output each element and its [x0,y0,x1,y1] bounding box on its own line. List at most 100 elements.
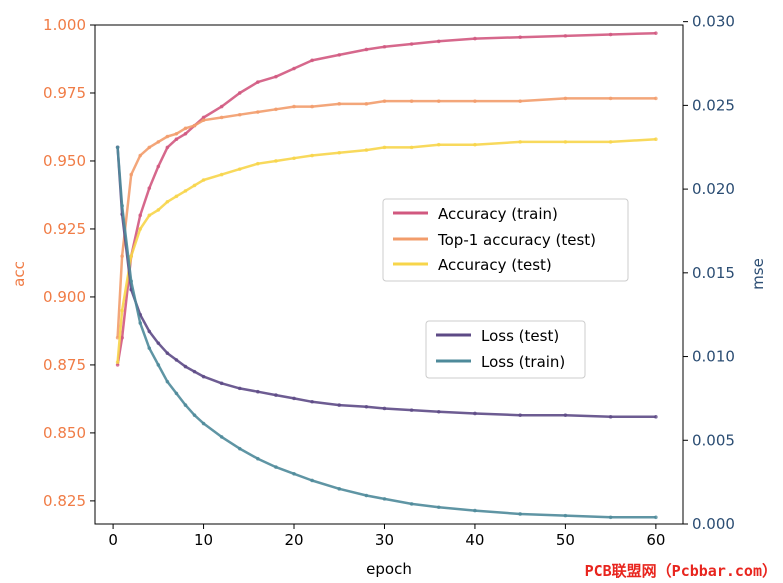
data-point-loss-train [608,515,613,520]
legend-label-loss-test: Loss (test) [481,327,559,345]
data-point-accuracy-train [382,44,387,49]
data-point-accuracy-test [138,227,143,231]
data-point-top-1-accuracy-test [608,96,613,101]
data-point-loss-test [147,329,152,334]
data-point-top-1-accuracy-test [654,96,658,101]
data-point-loss-train [274,465,278,469]
data-point-loss-train [192,413,197,417]
data-point-accuracy-train [201,115,206,120]
x-tick-label: 20 [284,531,303,549]
x-tick-label: 60 [646,531,665,549]
data-point-accuracy-train [436,39,441,44]
legend-upper-box [382,198,629,282]
data-point-loss-train [183,403,188,407]
data-point-loss-train [129,279,133,283]
data-point-loss-test [256,389,260,394]
data-point-loss-train [654,515,658,520]
data-point-top-1-accuracy-test [518,99,522,103]
data-point-accuracy-test [337,151,342,155]
data-point-loss-test [165,351,170,356]
data-point-top-1-accuracy-test [310,104,314,109]
data-point-accuracy-test [237,167,242,171]
data-point-top-1-accuracy-test [138,153,143,158]
legend-label-top1-test: Top-1 accuracy (test) [437,231,596,249]
data-point-accuracy-test [120,308,124,313]
data-point-accuracy-test [156,208,161,212]
y-right-axis-title: mse [749,258,767,290]
data-point-top-1-accuracy-test [337,102,342,106]
data-point-accuracy-test [147,213,152,218]
x-ticks: 0 10 20 30 40 50 60 [108,524,665,549]
data-point-loss-test [473,411,477,416]
data-point-loss-test [237,386,242,391]
data-point-loss-train [436,505,441,510]
data-point-loss-test [382,406,387,411]
data-point-loss-train [174,391,179,396]
x-tick-label: 0 [108,531,118,549]
data-point-loss-train [292,471,296,476]
y-left-tick-label: 1.000 [43,16,86,34]
data-point-loss-test [608,415,613,419]
data-point-top-1-accuracy-test [147,145,152,150]
data-point-loss-test [183,364,188,369]
data-point-accuracy-test [129,254,133,258]
data-point-top-1-accuracy-test [274,107,278,112]
data-point-top-1-accuracy-test [292,104,296,109]
data-point-accuracy-train [337,53,342,57]
y-right-tick-label: 0.015 [692,264,735,282]
x-tick-label: 40 [465,531,484,549]
data-point-accuracy-test [518,140,522,144]
data-point-accuracy-test [165,199,170,204]
y-right-tick-label: 0.020 [692,180,735,198]
data-point-top-1-accuracy-test [382,99,387,103]
data-point-accuracy-train [156,164,161,169]
data-point-loss-train [563,513,568,518]
data-point-loss-test [364,404,369,409]
y-left-tick-label: 0.950 [43,152,86,170]
data-point-accuracy-train [138,213,143,218]
data-point-loss-test [174,358,179,362]
data-point-accuracy-train [174,137,179,142]
legend-label-accuracy-train: Accuracy (train) [438,205,558,223]
data-point-accuracy-test [192,183,197,188]
data-point-accuracy-train [237,91,242,95]
data-point-accuracy-test [310,153,314,158]
data-point-loss-test [563,413,568,417]
data-point-accuracy-test [409,145,414,150]
data-point-top-1-accuracy-test [256,110,260,114]
data-point-loss-train [201,421,206,426]
watermark-text: PCB联盟网（Pcbbar.com） [584,562,777,580]
x-axis-title: epoch [366,560,412,578]
data-point-top-1-accuracy-test [165,134,170,139]
data-point-top-1-accuracy-test [156,140,161,144]
data-point-accuracy-train [120,335,124,340]
data-point-accuracy-train [256,80,260,84]
data-point-accuracy-train [654,31,658,35]
data-point-top-1-accuracy-test [409,99,414,103]
data-point-loss-train [115,145,120,150]
data-point-top-1-accuracy-test [192,123,197,128]
data-point-accuracy-train [518,35,522,40]
data-point-accuracy-test [382,145,387,150]
data-point-loss-train [147,346,152,350]
data-point-top-1-accuracy-test [201,118,206,122]
legend-label-loss-train: Loss (train) [481,353,565,371]
data-point-top-1-accuracy-test [237,112,242,117]
data-point-accuracy-train [147,186,152,190]
data-point-loss-train [364,493,369,498]
data-point-accuracy-train [409,42,414,46]
y-left-tick-label: 0.825 [43,492,86,510]
data-point-accuracy-train [563,34,568,38]
x-tick-label: 50 [556,531,575,549]
data-point-loss-test [436,410,441,414]
y-left-tick-label: 0.850 [43,424,86,442]
data-point-accuracy-train [274,74,278,79]
data-point-loss-test [292,396,296,401]
data-point-loss-test [192,369,197,374]
data-point-accuracy-train [310,58,314,63]
data-point-loss-train [382,497,387,501]
data-point-loss-test [337,403,342,407]
y-left-axis-title: acc [10,261,28,287]
data-point-loss-train [256,456,260,461]
data-point-accuracy-test [174,194,179,199]
